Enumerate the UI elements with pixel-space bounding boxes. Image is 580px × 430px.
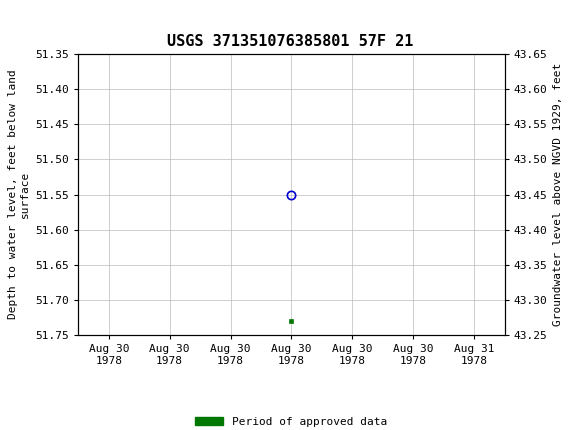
Text: ▒USGS: ▒USGS [9, 7, 63, 28]
Text: USGS 371351076385801 57F 21: USGS 371351076385801 57F 21 [167, 34, 413, 49]
Legend: Period of approved data: Period of approved data [191, 412, 392, 430]
Y-axis label: Groundwater level above NGVD 1929, feet: Groundwater level above NGVD 1929, feet [553, 63, 563, 326]
Y-axis label: Depth to water level, feet below land
surface: Depth to water level, feet below land su… [8, 70, 30, 319]
